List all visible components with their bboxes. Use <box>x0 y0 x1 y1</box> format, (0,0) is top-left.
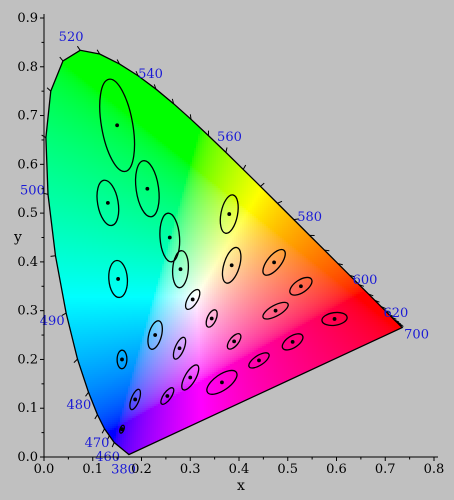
locus-tick <box>60 57 63 61</box>
wavelength-label-700: 700 <box>404 328 429 343</box>
ellipse-center-15 <box>272 260 276 264</box>
locus-tick <box>190 114 191 119</box>
ellipse-center-22 <box>257 359 261 363</box>
ellipse-center-19 <box>333 317 337 321</box>
x-tick-label: 0.6 <box>326 462 347 477</box>
y-tick-label: 0.2 <box>17 352 38 367</box>
wavelength-label-540: 540 <box>138 67 163 82</box>
ellipse-center-21 <box>232 339 236 343</box>
locus-tick <box>77 46 80 50</box>
y-tick-label: 0.9 <box>17 11 38 26</box>
locus-tick <box>112 443 114 448</box>
wavelength-label-470: 470 <box>85 436 110 451</box>
locus-tick <box>277 201 282 203</box>
y-tick-label: 0.0 <box>17 450 38 465</box>
y-tick-label: 0.8 <box>17 60 38 75</box>
locus-tick <box>243 165 245 169</box>
locus-tick <box>260 183 264 186</box>
wavelength-label-520: 520 <box>59 30 84 45</box>
ellipse-center-9 <box>179 267 183 271</box>
x-tick-label: 0.1 <box>82 462 103 477</box>
ellipse-center-6 <box>145 187 149 191</box>
wavelength-label-500: 500 <box>20 184 45 199</box>
ellipse-center-2 <box>133 398 137 402</box>
y-tick-label: 0.3 <box>17 304 38 319</box>
x-tick-label: 0.4 <box>229 462 250 477</box>
x-tick-label: 0.2 <box>131 462 152 477</box>
ellipse-center-3 <box>165 394 169 398</box>
ellipse-center-10 <box>227 212 231 216</box>
ellipse-center-18 <box>291 340 295 344</box>
y-axis-title: y <box>13 230 22 246</box>
wavelength-label-560: 560 <box>217 130 242 145</box>
wavelength-label-480: 480 <box>67 398 92 413</box>
ellipse-center-20 <box>210 317 214 321</box>
ellipse-center-14 <box>230 263 234 267</box>
locus-tick <box>95 415 98 419</box>
locus-tick <box>324 250 329 251</box>
ellipse-center-17 <box>274 309 278 313</box>
ellipse-center-23 <box>178 346 182 350</box>
ellipse-center-12 <box>153 333 157 337</box>
x-tick-label: 0.5 <box>277 462 298 477</box>
y-tick-label: 0.1 <box>17 401 38 416</box>
locus-tick <box>51 256 56 257</box>
locus-tick <box>226 148 227 153</box>
x-tick-label: 0.3 <box>180 462 201 477</box>
ellipse-center-7 <box>168 236 172 240</box>
y-tick-label: 0.4 <box>17 255 38 270</box>
locus-tick <box>74 359 78 362</box>
wavelength-label-620: 620 <box>383 306 408 321</box>
y-tick-label: 0.7 <box>17 109 38 124</box>
wavelength-label-600: 600 <box>353 273 378 288</box>
ellipse-center-11 <box>120 358 124 362</box>
x-axis-title: x <box>237 478 245 494</box>
ellipse-center-16 <box>299 284 303 288</box>
locus-tick <box>47 88 51 91</box>
ellipse-center-8 <box>116 277 120 281</box>
x-tick-label: 0.7 <box>375 462 396 477</box>
ellipse-center-13 <box>191 298 195 302</box>
gamut-fill <box>44 18 435 459</box>
locus-tick <box>102 429 104 433</box>
ellipse-center-4 <box>115 123 119 127</box>
locus-tick <box>86 392 89 396</box>
wavelength-label-580: 580 <box>297 210 322 225</box>
y-tick-label: 0.5 <box>17 206 38 221</box>
ellipse-center-24 <box>188 376 192 380</box>
ellipse-center-1 <box>120 427 124 431</box>
ellipse-center-25 <box>220 380 224 384</box>
y-tick-label: 0.6 <box>17 157 38 172</box>
x-tick-label: 0.8 <box>424 462 445 477</box>
ellipse-center-5 <box>106 201 110 205</box>
